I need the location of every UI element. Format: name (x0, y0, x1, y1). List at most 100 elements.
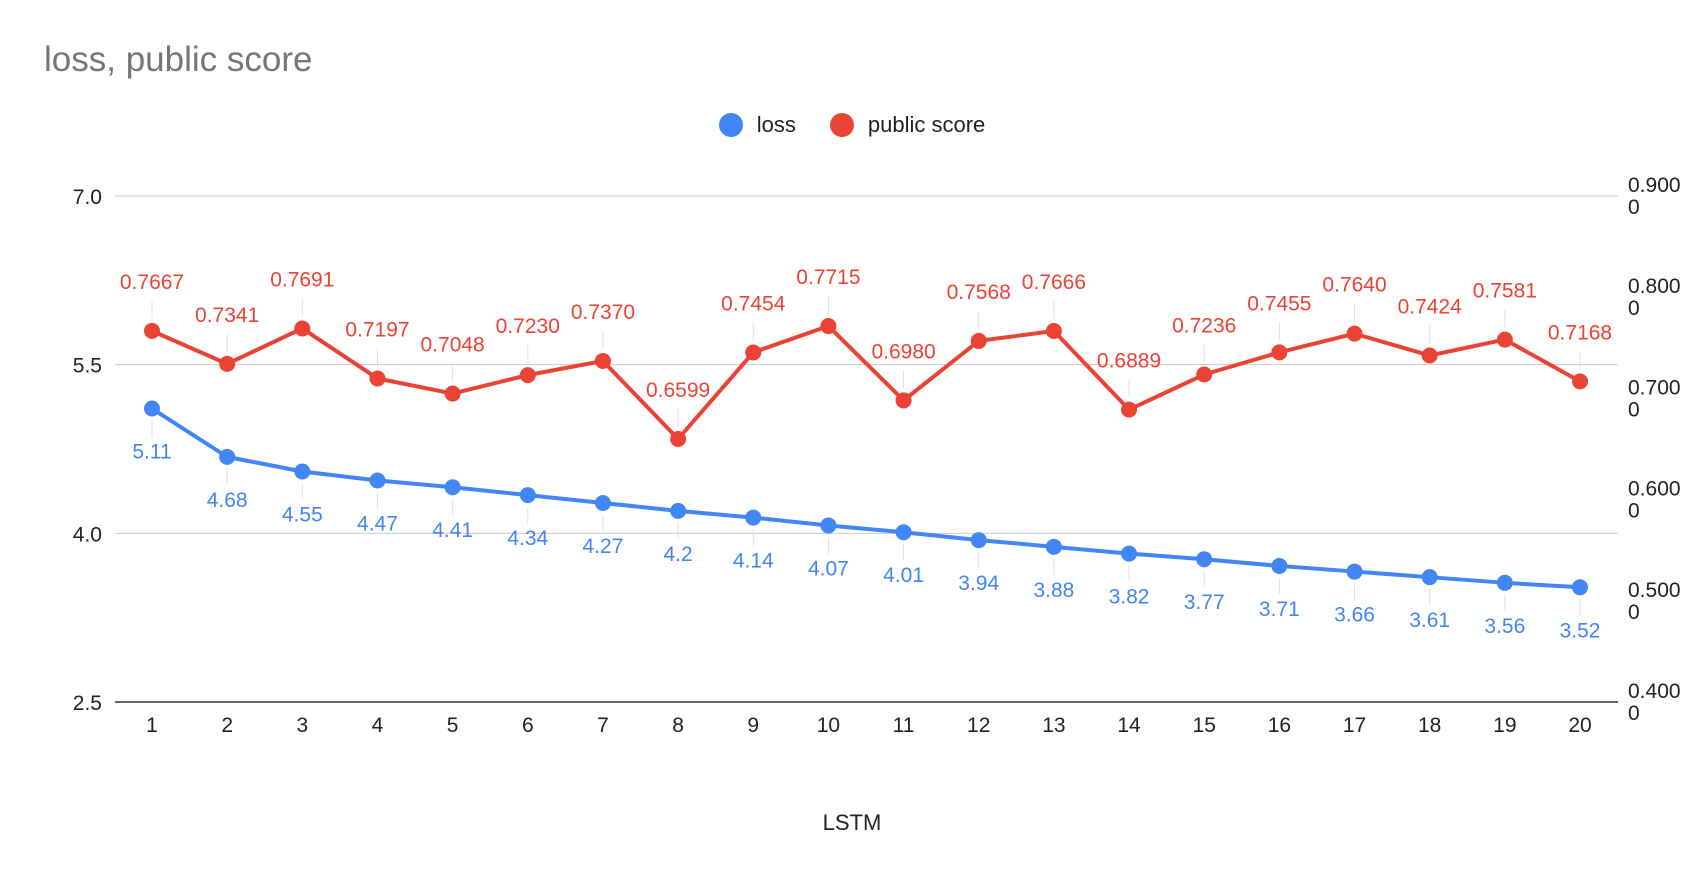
data-point-public-score (970, 332, 987, 349)
x-axis-tick-label: 13 (1042, 714, 1065, 737)
data-label-public-score: 0.7168 (1548, 321, 1612, 344)
data-label-loss: 3.94 (958, 572, 999, 595)
data-label-public-score: 0.7640 (1322, 274, 1386, 297)
data-point-loss (895, 524, 912, 541)
series-line-public-score (151, 324, 1581, 441)
data-label-public-score: 0.7236 (1172, 315, 1236, 338)
data-point-public-score (1196, 366, 1213, 383)
data-point-public-score (294, 320, 311, 337)
data-label-loss: 4.68 (207, 489, 248, 512)
data-point-public-score (519, 367, 536, 384)
data-label-public-score: 0.6889 (1097, 350, 1161, 373)
data-point-public-score (1346, 325, 1363, 342)
data-label-public-score: 0.7197 (345, 318, 409, 341)
data-label-public-score: 0.7666 (1022, 271, 1086, 294)
x-axis-tick-label: 7 (597, 714, 609, 737)
x-axis-tick-label: 9 (747, 714, 759, 737)
left-axis-tick-label: 4.0 (73, 523, 102, 546)
right-axis-tick-label: 0.400 (1628, 680, 1681, 703)
data-point-public-score (1045, 323, 1062, 340)
data-label-loss: 4.41 (432, 519, 473, 542)
chart-title: loss, public score (44, 40, 313, 79)
data-label-loss: 3.77 (1184, 591, 1225, 614)
data-label-loss: 4.14 (733, 550, 774, 573)
data-point-loss (1196, 551, 1213, 568)
legend-label-public-score: public score (867, 112, 986, 137)
data-point-public-score (820, 318, 837, 335)
data-label-loss: 3.56 (1484, 615, 1525, 638)
data-point-public-score (895, 392, 912, 409)
data-label-loss: 3.82 (1109, 586, 1150, 609)
x-axis-tick-label: 8 (672, 714, 684, 737)
data-label-loss: 3.66 (1334, 604, 1375, 627)
series-line-loss (150, 406, 1581, 590)
x-axis-tick-label: 5 (447, 714, 459, 737)
data-point-loss (444, 479, 461, 496)
data-label-public-score: 0.7341 (195, 304, 259, 327)
data-point-loss (745, 509, 762, 526)
data-label-public-score: 0.7581 (1473, 280, 1537, 303)
data-label-loss: 4.07 (808, 557, 849, 580)
data-label-public-score: 0.7568 (947, 281, 1011, 304)
x-axis-tick-label: 2 (221, 714, 233, 737)
right-axis-tick-label-suffix: 0 (1628, 297, 1640, 320)
x-axis-tick-label: 10 (817, 714, 840, 737)
data-point-loss (1421, 569, 1438, 586)
right-axis-tick-label-suffix: 0 (1628, 398, 1640, 421)
x-axis-title: LSTM (822, 810, 882, 835)
right-axis-tick-label: 0.800 (1628, 275, 1681, 298)
data-point-public-score (670, 430, 687, 447)
legend-dot-loss (718, 113, 743, 137)
left-axis-tick-label: 7.0 (73, 186, 102, 209)
x-axis-tick-label: 18 (1418, 714, 1441, 737)
right-axis-tick-label: 0.700 (1628, 376, 1681, 399)
right-axis-tick-label: 0.600 (1628, 478, 1681, 501)
right-axis-tick-label-suffix: 0 (1628, 196, 1640, 219)
data-label-loss: 3.61 (1409, 609, 1450, 632)
legend-item-loss[interactable]: loss (718, 112, 796, 138)
data-point-public-score (1572, 373, 1588, 390)
left-axis-tick-label: 5.5 (73, 355, 102, 378)
legend-dot-public-score (829, 113, 854, 137)
data-label-loss: 4.47 (357, 512, 398, 535)
data-point-public-score (745, 344, 762, 361)
x-axis-tick-label: 14 (1117, 714, 1141, 737)
data-point-loss (820, 517, 837, 534)
data-point-loss (1045, 538, 1062, 555)
data-label-public-score: 0.6980 (871, 340, 935, 363)
data-label-loss: 3.52 (1560, 619, 1601, 642)
data-point-loss (1121, 545, 1138, 562)
right-axis-tick-label: 0.500 (1628, 579, 1681, 602)
x-axis-tick-label: 15 (1193, 714, 1216, 737)
data-point-public-score (1421, 347, 1438, 364)
data-point-loss (294, 463, 311, 480)
data-label-loss: 4.01 (883, 564, 924, 587)
data-point-loss (219, 448, 236, 465)
data-label-loss: 4.2 (664, 543, 693, 566)
x-axis-tick-label: 4 (372, 714, 384, 737)
x-axis-tick-label: 17 (1343, 714, 1366, 737)
x-axis-tick-label: 20 (1568, 714, 1591, 737)
data-label-public-score: 0.7230 (496, 315, 560, 338)
data-point-loss (369, 472, 386, 489)
x-axis-tick-label: 16 (1268, 714, 1291, 737)
data-labels: 5.11 4.68 4.55 4.47 4.41 4.34 4.27 4.2 4.14 4.07 4… (120, 266, 1612, 642)
data-label-public-score: 0.7667 (120, 271, 184, 294)
data-point-public-score (1271, 344, 1288, 361)
legend-item-public-score[interactable]: public score (829, 112, 986, 138)
legend: loss public score (0, 112, 1704, 138)
legend-label-loss: loss (756, 112, 796, 137)
data-point-loss (1496, 574, 1513, 591)
data-point-public-score (594, 352, 611, 369)
data-point-loss (970, 532, 987, 549)
x-axis-tick-label: 3 (296, 714, 308, 737)
data-label-public-score: 0.7048 (421, 334, 485, 357)
data-point-public-score (219, 355, 236, 372)
data-label-public-score: 0.7424 (1398, 295, 1463, 318)
data-point-loss (1572, 579, 1588, 596)
right-axis-tick-label-suffix: 0 (1628, 702, 1640, 725)
x-axis-tick-label: 19 (1493, 714, 1516, 737)
data-point-loss (1346, 563, 1363, 580)
data-point-loss (670, 502, 687, 519)
data-label-loss: 3.71 (1259, 598, 1300, 621)
